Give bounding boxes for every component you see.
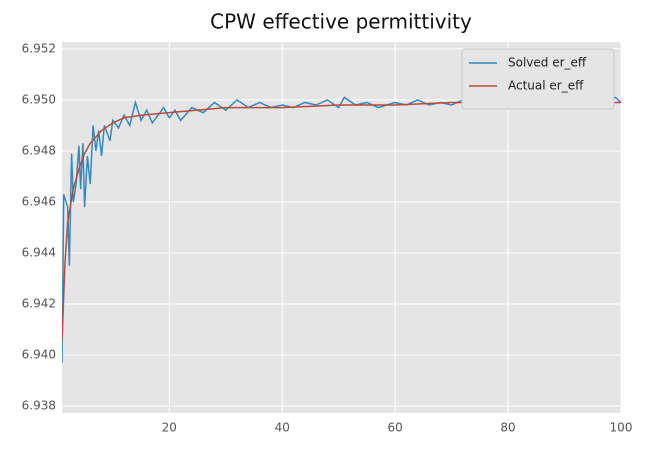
legend-box [461,48,615,110]
y-tick-label: 6.944 [22,246,56,260]
x-tick-label: 20 [162,421,177,435]
y-tick-label: 6.948 [22,143,56,157]
x-tick-label: 80 [500,421,515,435]
y-tick-label: 6.946 [22,194,56,208]
y-tick-label: 6.940 [22,348,56,362]
y-tick-label: 6.942 [22,297,56,311]
y-tick-label: 6.952 [22,41,56,55]
x-tick-label: 60 [388,421,403,435]
legend-label: Actual er_eff [508,79,584,93]
y-tick-label: 6.938 [22,399,56,413]
chart-title: CPW effective permittivity [210,10,472,34]
line [62,101,621,343]
x-tick-label: 40 [275,421,290,435]
legend-label: Solved er_eff [508,56,587,70]
x-tick-label: 100 [610,421,633,435]
y-tick-label: 6.950 [22,92,56,106]
